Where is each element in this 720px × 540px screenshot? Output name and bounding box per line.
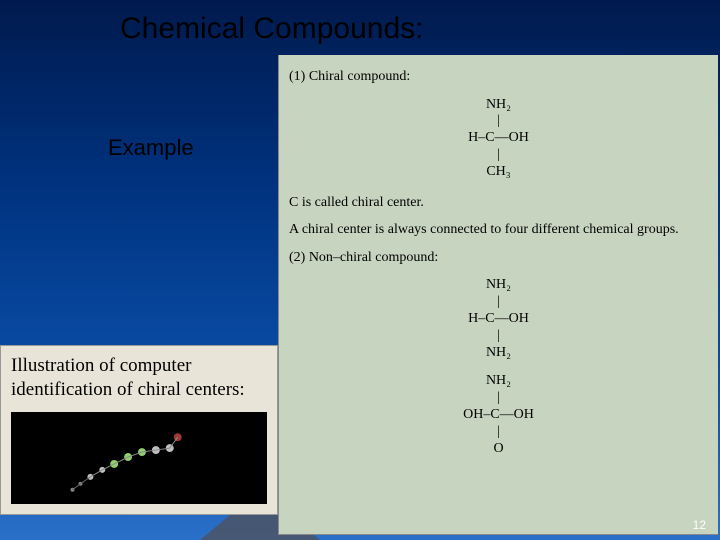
heading-chiral: (1) Chiral compound: <box>289 67 708 87</box>
heading-nonchiral: (2) Non–chiral compound: <box>289 248 708 268</box>
formula-chiral: NH₂ | H–C––OH | CH₃ <box>289 97 708 181</box>
illustration-box: Illustration of computer identification … <box>0 345 278 515</box>
illust-line2: identification of chiral centers: <box>11 378 267 402</box>
illust-line1: Illustration of computer <box>11 354 267 378</box>
formula-nonchiral-1: NH₂ | H–C––OH | NH₂ <box>289 277 708 361</box>
right-panel: (1) Chiral compound: NH₂ | H–C––OH | CH₃… <box>278 55 718 535</box>
molecule-render <box>11 412 267 504</box>
formula-nonchiral-2: NH₂ | OH–C––OH | O <box>289 373 708 457</box>
illustration-caption: Illustration of computer identification … <box>1 346 277 406</box>
desc-chiral-groups: A chiral center is always connected to f… <box>289 220 708 240</box>
page-number: 12 <box>693 518 706 532</box>
slide-container: Chemical Compounds: Example (1) Chiral c… <box>0 0 720 540</box>
right-content: (1) Chiral compound: NH₂ | H–C––OH | CH₃… <box>279 55 718 481</box>
slide-title: Chemical Compounds: <box>120 12 423 46</box>
molecule-svg <box>11 412 267 504</box>
example-label: Example <box>108 135 194 161</box>
desc-chiral-center: C is called chiral center. <box>289 193 708 213</box>
